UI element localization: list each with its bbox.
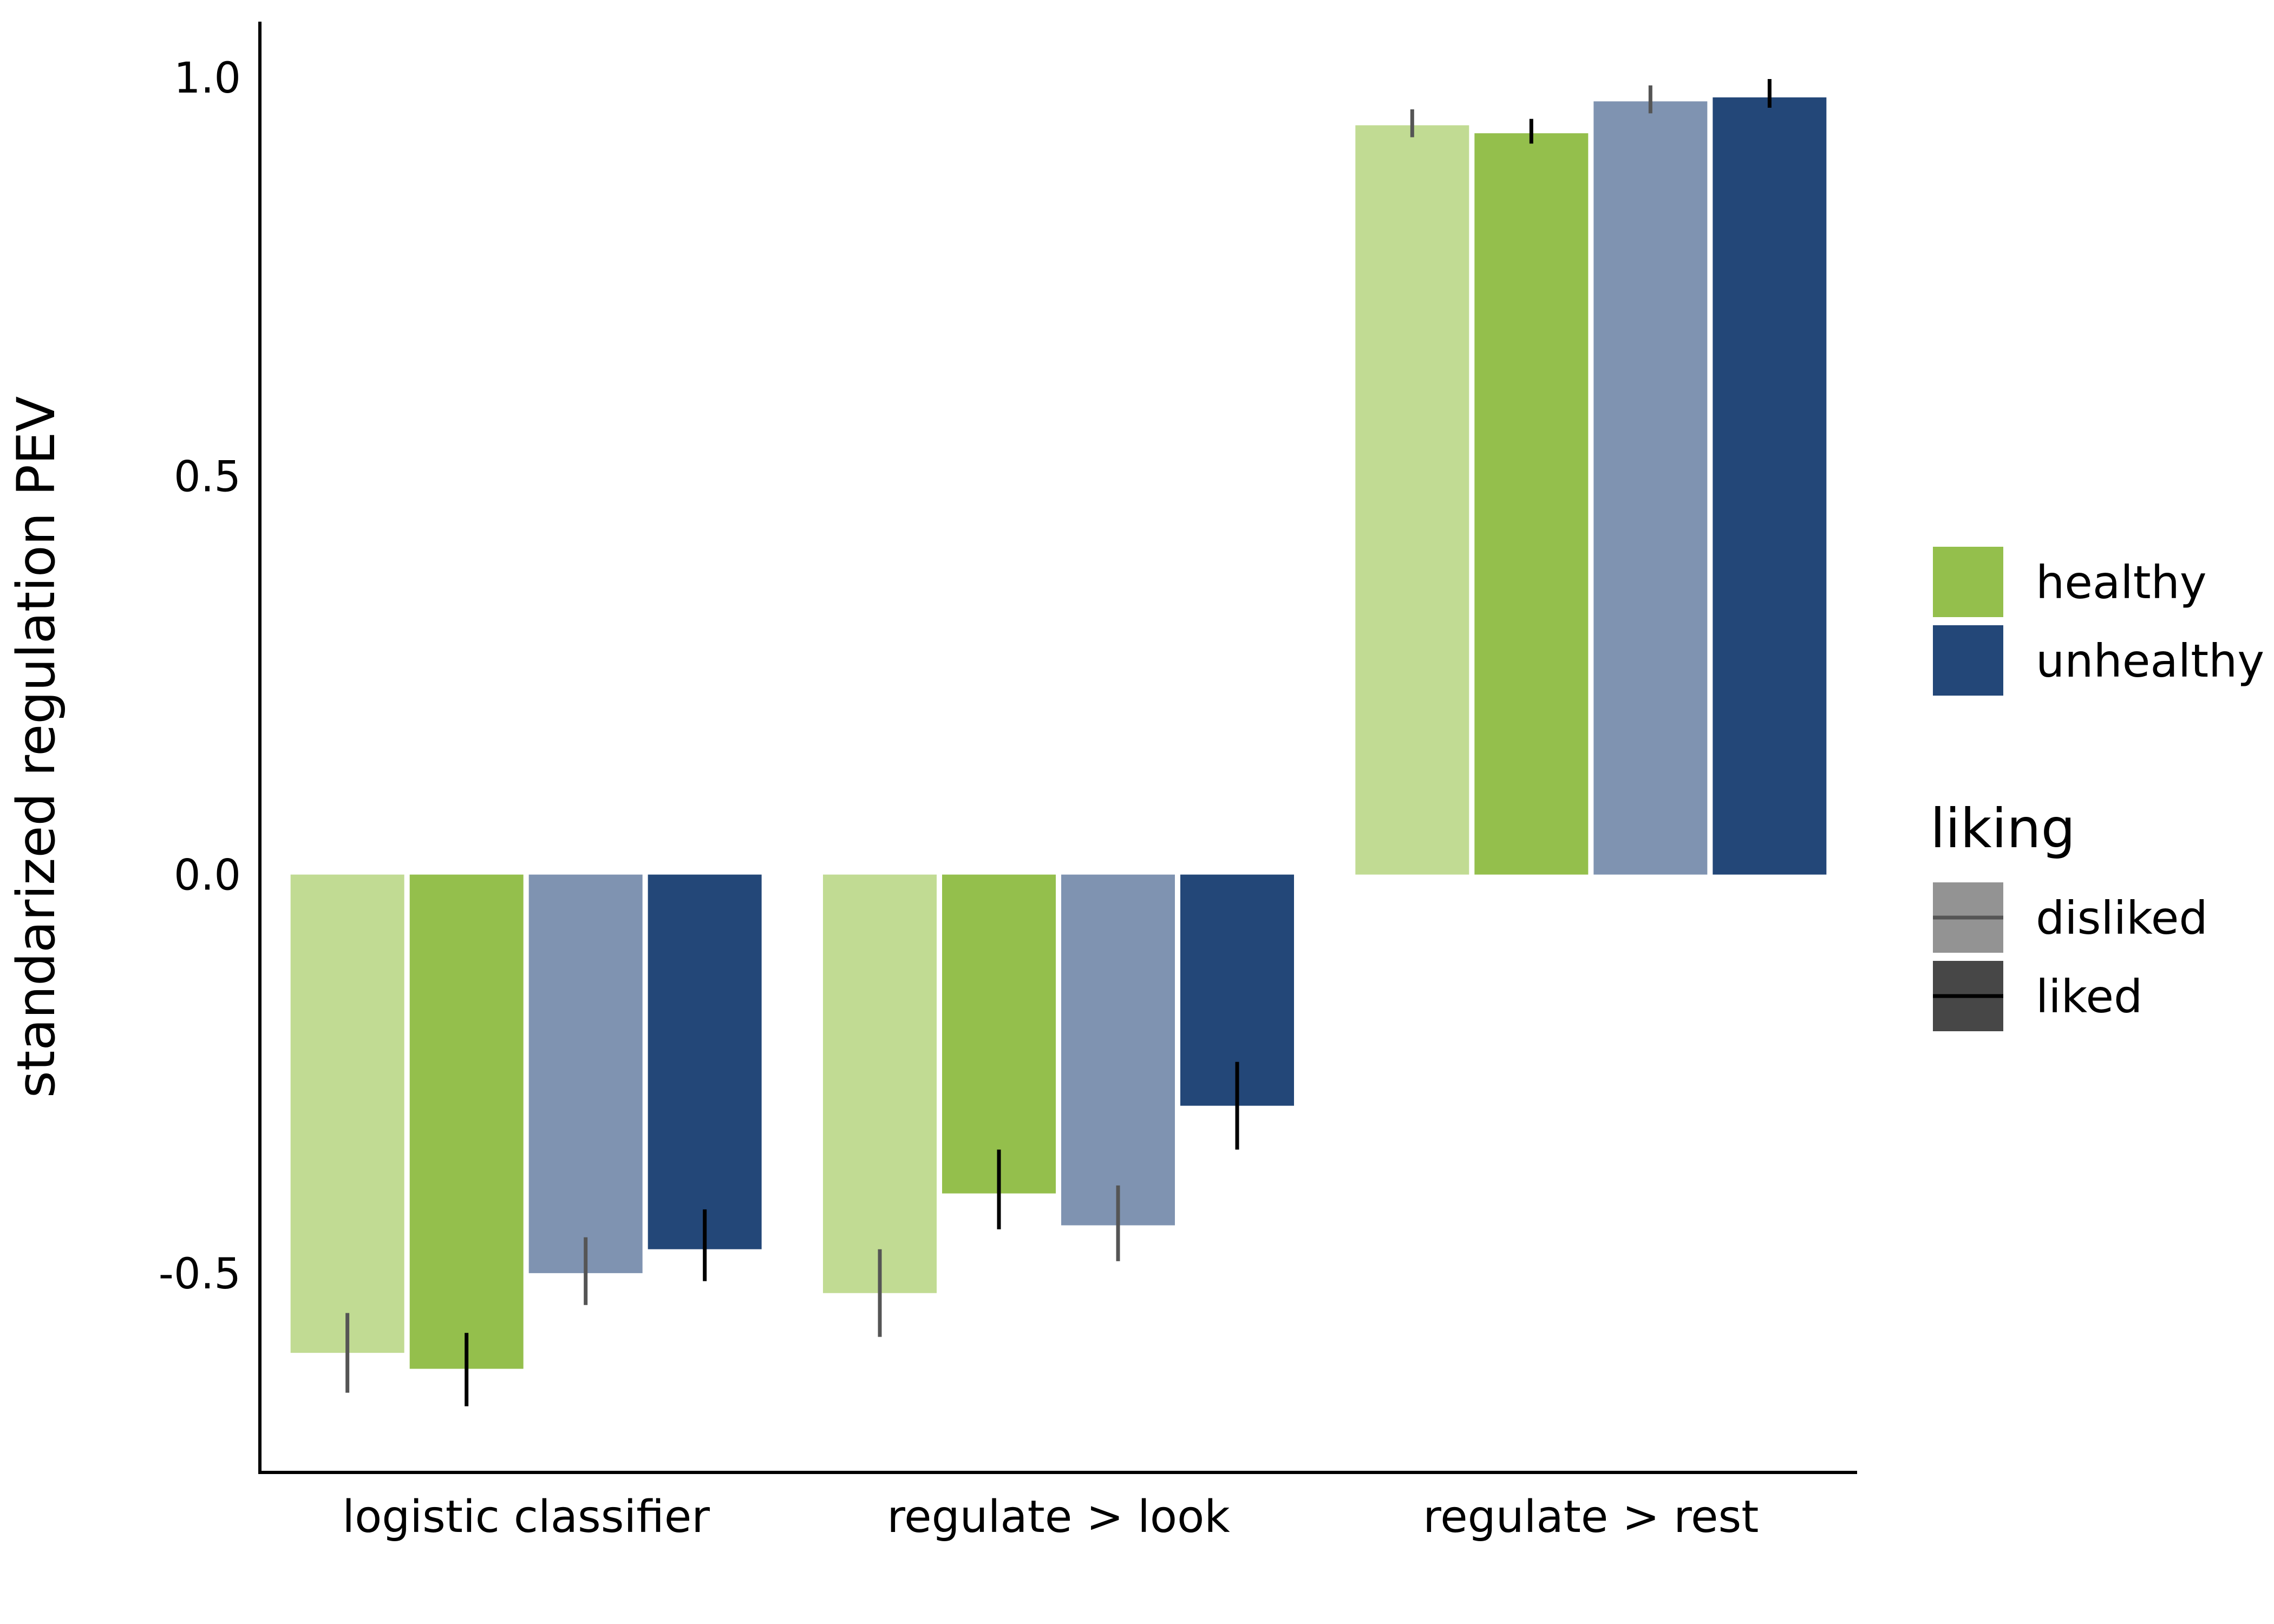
bar-unhealthy-liked bbox=[1713, 97, 1827, 875]
legend: healthy unhealthy liking disliked liked bbox=[1930, 547, 2264, 1031]
legend-label-healthy: healthy bbox=[2036, 556, 2207, 609]
category-labels: logistic classifier regulate > look regula… bbox=[342, 1491, 1759, 1543]
bar-healthy-disliked bbox=[290, 874, 404, 1353]
y-tick-label: 1.0 bbox=[174, 54, 241, 103]
legend-label-unhealthy: unhealthy bbox=[2036, 634, 2264, 687]
error-bars-layer bbox=[345, 79, 1772, 1406]
bar-healthy-liked bbox=[942, 874, 1056, 1194]
category-label: regulate > look bbox=[887, 1491, 1230, 1543]
legend-label-disliked: disliked bbox=[2036, 892, 2208, 945]
bar-healthy-liked bbox=[1474, 133, 1589, 875]
bar-healthy-liked bbox=[409, 874, 524, 1369]
legend-label-liked: liked bbox=[2036, 970, 2142, 1023]
bar-unhealthy-disliked bbox=[1061, 874, 1175, 1226]
y-axis-label: standarized regulation PEV bbox=[6, 396, 67, 1098]
legend-swatch-healthy bbox=[1933, 547, 2003, 617]
legend-swatch-unhealthy bbox=[1933, 625, 2003, 696]
category-label: logistic classifier bbox=[342, 1491, 710, 1543]
legend-title-liking: liking bbox=[1930, 797, 2075, 860]
category-label: regulate > rest bbox=[1423, 1491, 1759, 1543]
y-tick-label: 0.5 bbox=[174, 453, 241, 501]
axes-layer bbox=[258, 22, 1857, 1474]
bars-layer bbox=[290, 97, 1827, 1369]
y-tick-label: 0.0 bbox=[174, 852, 241, 900]
bar-healthy-disliked bbox=[823, 874, 937, 1293]
bar-unhealthy-liked bbox=[648, 874, 762, 1249]
bar-unhealthy-disliked bbox=[1593, 101, 1708, 875]
y-tick-labels: -0.5 0.0 0.5 1.0 bbox=[159, 54, 241, 1299]
y-tick-label: -0.5 bbox=[159, 1250, 241, 1299]
bar-unhealthy-disliked bbox=[528, 874, 643, 1273]
bar-healthy-disliked bbox=[1355, 125, 1469, 875]
